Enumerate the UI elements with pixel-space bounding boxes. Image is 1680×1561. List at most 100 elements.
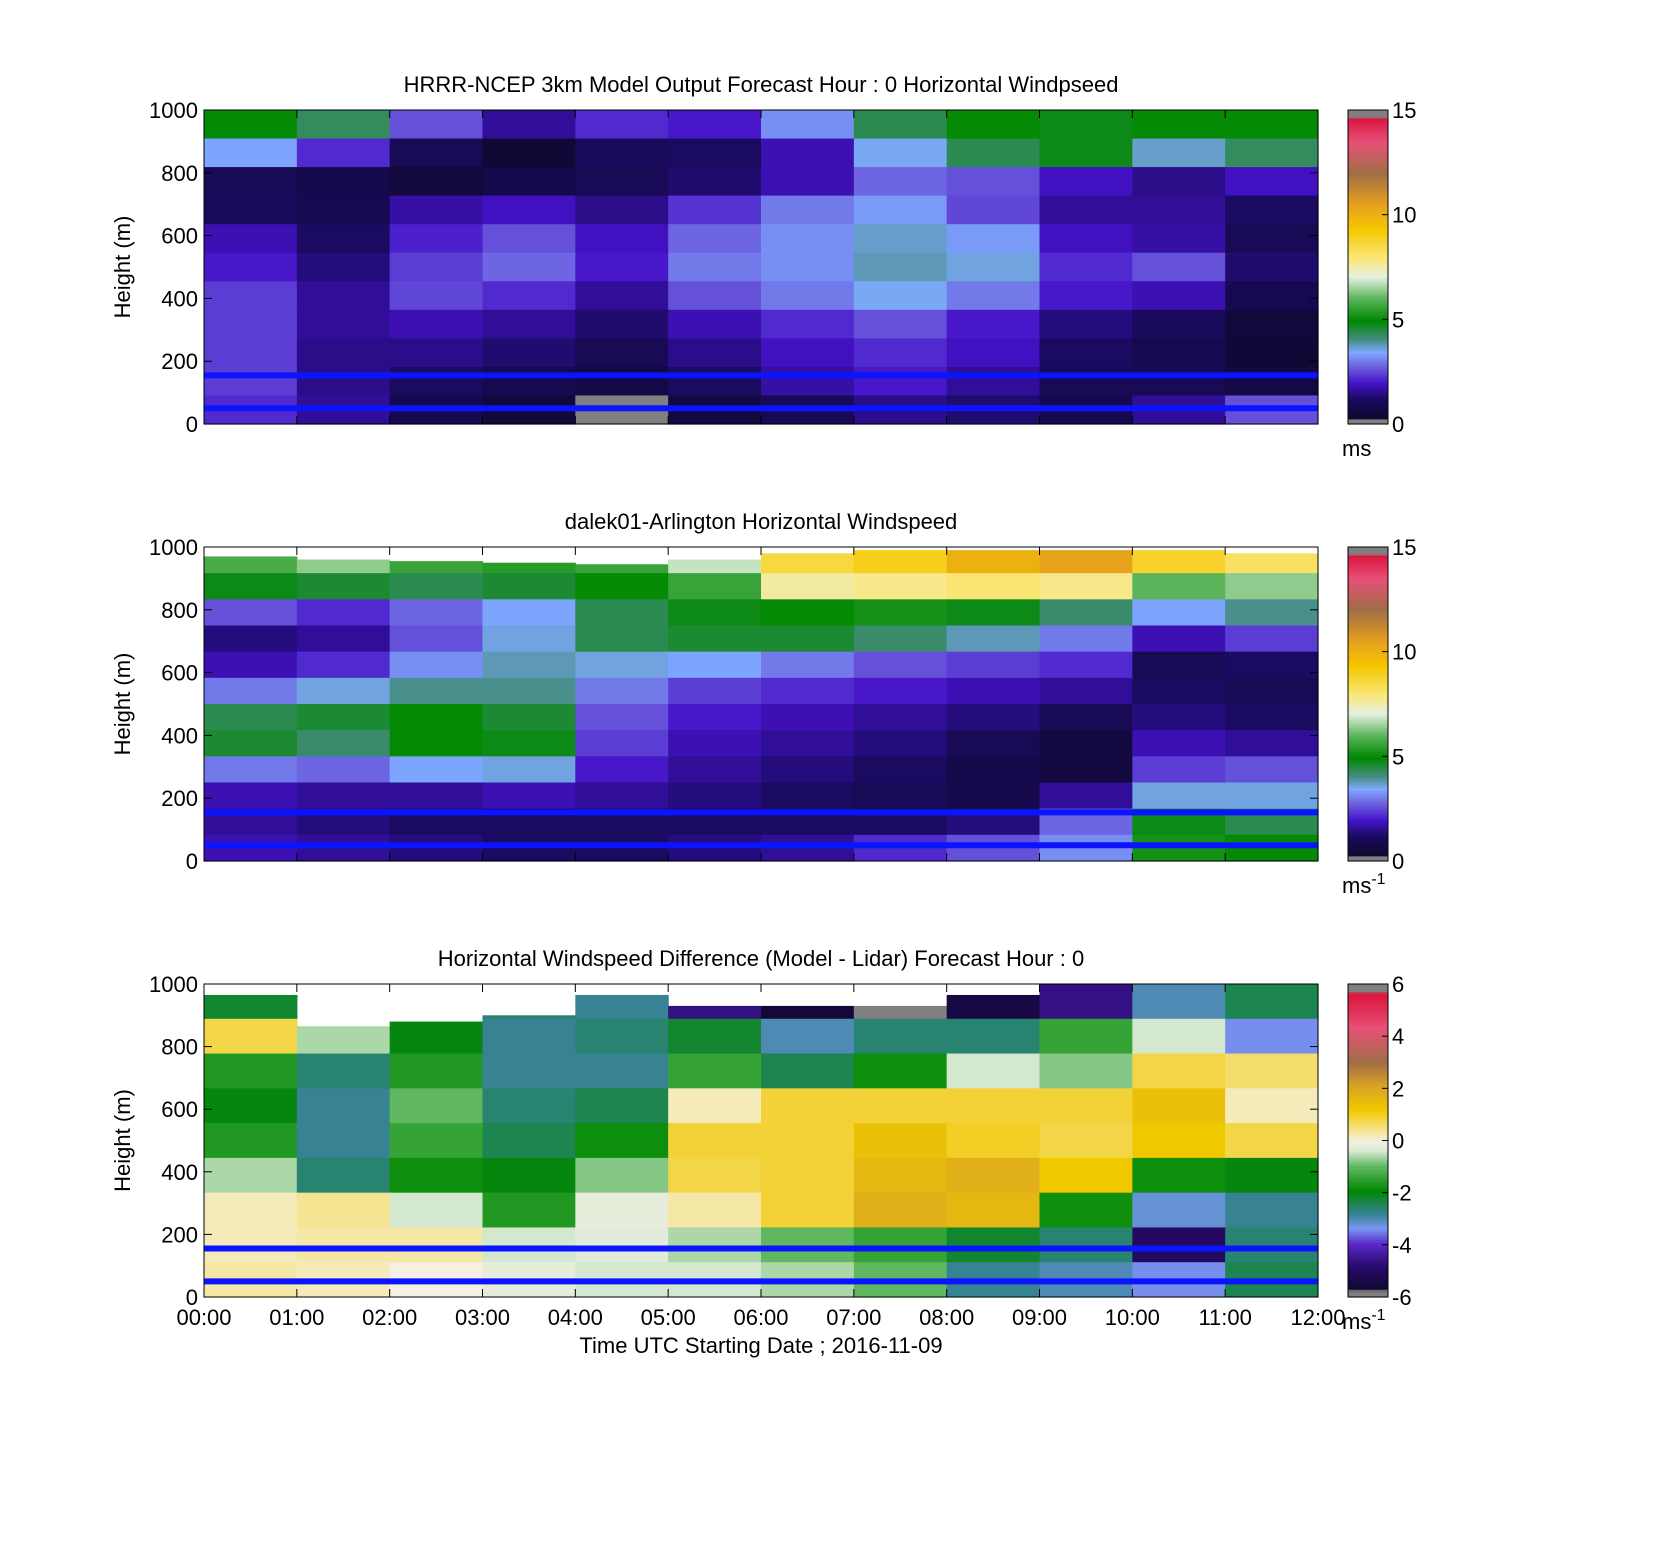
colorbar-segment (1348, 1263, 1388, 1267)
colorbar-segment (1348, 782, 1388, 786)
heatmap-cell (1132, 167, 1226, 197)
heatmap-cells (204, 984, 1319, 1298)
colorbar-segment (1348, 803, 1388, 807)
colorbar-segment (1348, 1106, 1388, 1110)
colorbar-segment (1348, 416, 1388, 420)
heatmap-cell (761, 338, 855, 368)
colorbar-segment (1348, 1283, 1388, 1288)
heatmap-cell (1225, 730, 1319, 757)
colorbar-segment (1348, 267, 1388, 271)
heatmap-cell (575, 730, 669, 757)
heatmap-cell (946, 195, 1041, 225)
heatmap-cell (761, 756, 855, 784)
heatmap-cell (668, 1053, 762, 1089)
heatmap-cell (1225, 573, 1319, 600)
colorbar-segment (1348, 1192, 1388, 1196)
heatmap-cells (204, 110, 1319, 425)
panel-model: HRRR-NCEP 3km Model Output Forecast Hour… (110, 72, 1416, 461)
colorbar-segment (1348, 1286, 1388, 1290)
y-tick-label: 0 (186, 1285, 198, 1310)
heatmap-cell (853, 1053, 948, 1089)
colorbar-tick-label: 0 (1392, 412, 1404, 437)
colorbar-segment (1348, 125, 1388, 129)
colorbar-tick-label: -2 (1392, 1181, 1412, 1206)
colorbar-segment (1348, 756, 1388, 760)
colorbar-segment (1348, 664, 1388, 668)
colorbar-segment (1348, 774, 1388, 778)
heatmap-cell (1132, 651, 1226, 679)
colorbar-segment (1348, 1062, 1388, 1066)
colorbar-segment (1348, 141, 1388, 145)
heatmap-cell (1132, 1053, 1226, 1089)
colorbar-segment (1348, 154, 1388, 158)
y-tick-label: 800 (161, 161, 198, 186)
colorbar-segment (1348, 829, 1388, 833)
heatmap-cell (853, 281, 948, 311)
colorbar-segment (1348, 824, 1388, 828)
heatmap-cell (1132, 138, 1226, 168)
y-axis-label: Height (m) (110, 216, 135, 319)
colorbar-segment (1348, 214, 1388, 218)
colorbar-segment (1348, 798, 1388, 802)
colorbar-segment (1348, 117, 1388, 122)
colorbar-segment (1348, 128, 1388, 132)
heatmap-cell (204, 195, 298, 225)
heatmap-cell (761, 677, 855, 705)
colorbar-segment (1348, 986, 1388, 990)
heatmap-cell (482, 110, 576, 140)
y-tick-label: 200 (161, 1222, 198, 1247)
colorbar-segment (1348, 609, 1388, 614)
colorbar-segment (1348, 191, 1388, 195)
colorbar-frame (1347, 109, 1389, 425)
colorbar-segment (1348, 1197, 1388, 1202)
heatmap-cell (204, 338, 298, 368)
colorbar-segment (1348, 1067, 1388, 1071)
colorbar-segment (1348, 1010, 1388, 1014)
heatmap-cell (946, 338, 1041, 368)
colorbar-segment (1348, 382, 1388, 386)
heatmap-cell (1132, 677, 1226, 705)
heatmap-cell (482, 756, 576, 784)
colorbar-segment (1348, 758, 1388, 763)
heatmap-cell (204, 252, 298, 282)
colorbar-segment (1348, 997, 1388, 1001)
heatmap-cell (296, 756, 391, 784)
colorbar-segment (1348, 206, 1388, 211)
heatmap-cell (1039, 1192, 1133, 1229)
colorbar-segment (1348, 363, 1388, 368)
heatmap-cell (853, 704, 948, 731)
colorbar-segment (1348, 842, 1388, 846)
colorbar-segment (1348, 646, 1388, 650)
colorbar-segment (1348, 565, 1388, 569)
colorbar-segment (1348, 1132, 1388, 1136)
heatmap-cell (946, 1157, 1041, 1194)
colorbar-segment (1348, 581, 1388, 585)
colorbar-segment (1348, 1077, 1388, 1082)
heatmap-cell (482, 1088, 576, 1124)
colorbar-segment (1348, 743, 1388, 747)
colorbar-segment (1348, 133, 1388, 137)
colorbar-segment (1348, 567, 1388, 572)
colorbar-segment (1348, 185, 1388, 190)
colorbar-segment (1348, 1096, 1388, 1100)
panel-difference: Horizontal Windspeed Difference (Model -… (110, 946, 1412, 1358)
colorbar-segment (1348, 369, 1388, 373)
colorbar-segment (1348, 1182, 1388, 1186)
heatmap-cell (575, 573, 669, 600)
heatmap-cell (575, 994, 669, 1020)
heatmap-cell (761, 195, 855, 225)
colorbar-tick-label: 15 (1392, 535, 1416, 560)
colorbar-tick-label: -4 (1392, 1233, 1412, 1258)
heatmap-cell (761, 1053, 855, 1089)
heatmap-cell (1039, 599, 1133, 627)
colorbar-segment (1348, 1166, 1388, 1170)
colorbar-segment (1348, 735, 1388, 739)
colorbar-segment (1348, 389, 1388, 394)
colorbar-segment (1348, 138, 1388, 142)
colorbar-segment (1348, 1119, 1388, 1123)
colorbar-segment (1348, 1278, 1388, 1282)
heatmap-cell (853, 338, 948, 368)
heatmap-cell (946, 1088, 1041, 1124)
colorbar-segment (1348, 821, 1388, 825)
heatmap-cell (389, 1192, 484, 1229)
